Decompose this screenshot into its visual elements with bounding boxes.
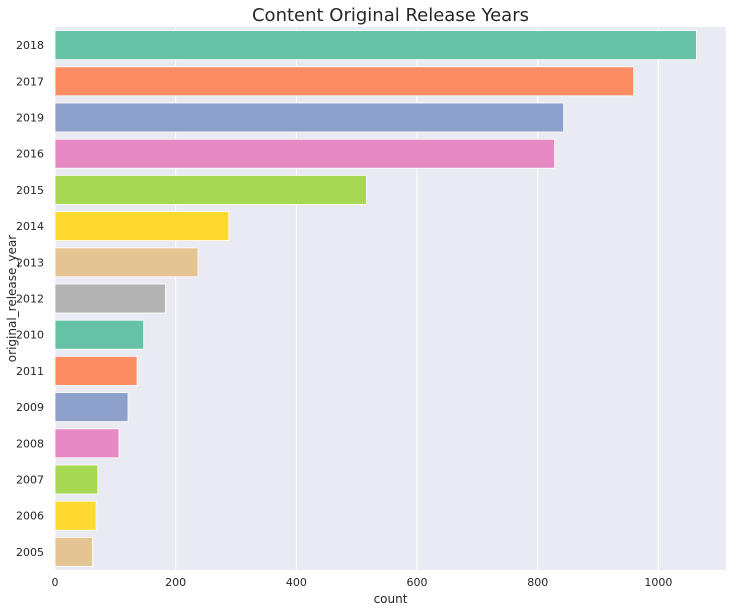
y-tick-label: 2006 [16,510,44,523]
y-tick-label: 2010 [16,329,44,342]
bar-2012 [54,283,166,314]
bars [54,30,697,567]
x-tick-label: 200 [165,576,186,589]
y-tick-label: 2009 [16,401,44,414]
y-tick-label: 2005 [16,546,44,559]
bar-2006 [54,500,97,531]
x-tick-label: 0 [52,576,59,589]
bar-2019 [54,102,565,133]
x-tick-label: 400 [286,576,307,589]
y-tick-label: 2008 [16,437,44,450]
bar-2018 [54,30,697,60]
y-tick-label: 2017 [16,75,44,88]
bar-2014 [54,211,230,241]
bar-2016 [54,138,556,169]
bar-2017 [54,66,635,97]
y-tick-labels: 2018 2017 2019 2016 2015 2014 2013 2012 2010 2011… [16,39,44,559]
y-tick-label: 2019 [16,112,44,125]
y-tick-label: 2013 [16,256,44,269]
y-tick-label: 2016 [16,148,44,161]
bar-2005 [54,537,93,567]
x-axis-title: count [374,592,408,606]
y-tick-label: 2011 [16,365,44,378]
bar-2011 [54,356,138,386]
y-tick-label: 2018 [16,39,44,52]
y-tick-label: 2007 [16,474,44,487]
x-tick-label: 1000 [644,576,672,589]
x-tick-label: 800 [527,576,548,589]
bar-2010 [54,319,145,350]
x-tick-labels: 0 200 400 600 800 1000 [52,576,673,589]
bar-2015 [54,175,367,205]
bar-2008 [54,428,120,459]
y-tick-label: 2015 [16,184,44,197]
x-tick-label: 600 [407,576,428,589]
y-tick-label: 2012 [16,293,44,306]
chart-title: Content Original Release Years [252,5,529,26]
bar-2013 [54,247,199,278]
y-tick-label: 2014 [16,220,44,233]
bar-2007 [54,464,99,495]
y-axis-title: original_release_year [5,235,19,362]
bar-2009 [54,392,129,422]
